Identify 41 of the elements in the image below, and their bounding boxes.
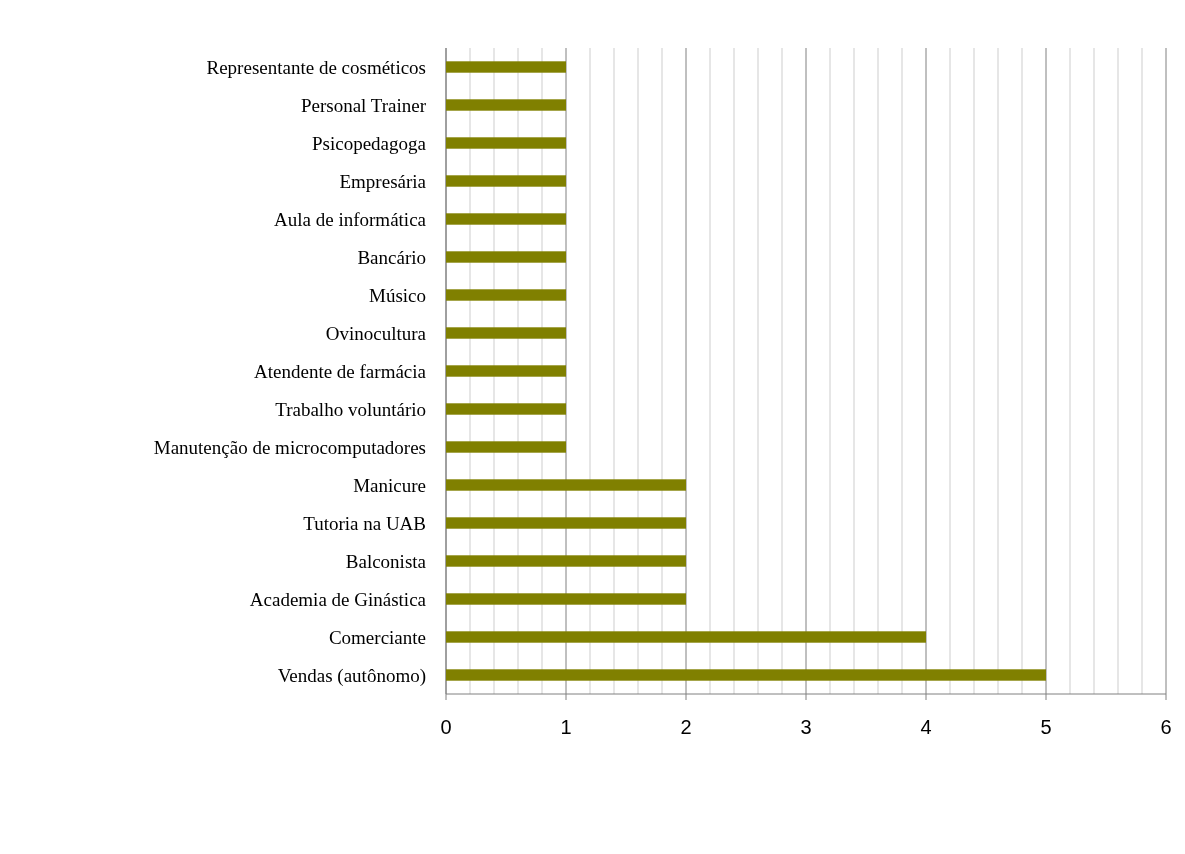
y-tick-label: Tutoria na UAB [303,512,426,534]
bar [446,403,566,415]
bar [446,631,926,643]
y-tick-label: Manicure [353,474,426,496]
y-tick-label: Ovinocultura [325,322,427,344]
bar [446,213,566,225]
bar [446,99,566,111]
bar [446,669,1046,681]
y-tick-label: Aula de informática [274,208,427,230]
y-tick-label: Bancário [357,246,426,268]
y-tick-label: Personal Trainer [300,94,427,116]
y-tick-label: Músico [369,284,426,306]
bar [446,137,566,149]
y-tick-label: Psicopedagoga [312,132,427,154]
x-tick-label: 0 [440,716,452,738]
x-tick-label: 5 [1040,716,1052,738]
y-tick-label: Empresária [339,170,427,192]
y-tick-label: Vendas (autônomo) [277,664,426,687]
y-tick-label: Balconista [345,550,427,572]
x-tick-label: 2 [680,716,692,738]
x-tick-label: 4 [920,716,932,738]
y-tick-label: Academia de Ginástica [249,588,427,610]
x-tick-label: 1 [560,716,572,738]
bar [446,555,686,567]
x-tick-label: 6 [1160,716,1172,738]
bar [446,327,566,339]
y-tick-label: Trabalho voluntário [275,398,426,420]
bar [446,593,686,605]
y-tick-label: Comerciante [328,626,426,648]
bar [446,61,566,73]
bar [446,479,686,491]
bar [446,251,566,263]
x-tick-label: 3 [800,716,812,738]
bar [446,365,566,377]
y-tick-label: Manutenção de microcomputadores [153,436,426,458]
y-tick-label: Atendente de farmácia [254,360,427,382]
bar [446,441,566,453]
bar [446,517,686,529]
bar [446,289,566,301]
y-tick-label: Representante de cosméticos [206,56,426,78]
bar [446,175,566,187]
